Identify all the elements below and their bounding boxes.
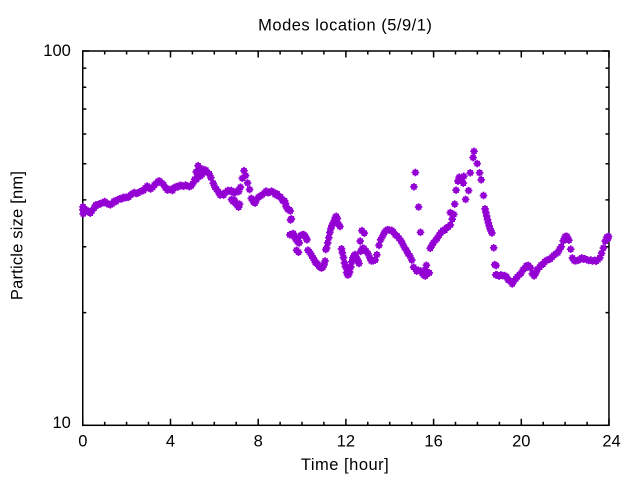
svg-text:20: 20 — [512, 433, 530, 451]
svg-text:0: 0 — [78, 433, 87, 451]
svg-text:100: 100 — [43, 42, 71, 60]
svg-text:Time [hour]: Time [hour] — [301, 456, 389, 474]
svg-text:Modes location (5/9/1): Modes location (5/9/1) — [258, 16, 432, 34]
svg-text:10: 10 — [52, 414, 70, 432]
svg-text:4: 4 — [166, 433, 175, 451]
svg-text:24: 24 — [602, 433, 620, 451]
svg-text:16: 16 — [424, 433, 442, 451]
svg-text:12: 12 — [337, 433, 355, 451]
svg-text:8: 8 — [254, 433, 263, 451]
svg-text:Particle size [nm]: Particle size [nm] — [8, 171, 26, 300]
